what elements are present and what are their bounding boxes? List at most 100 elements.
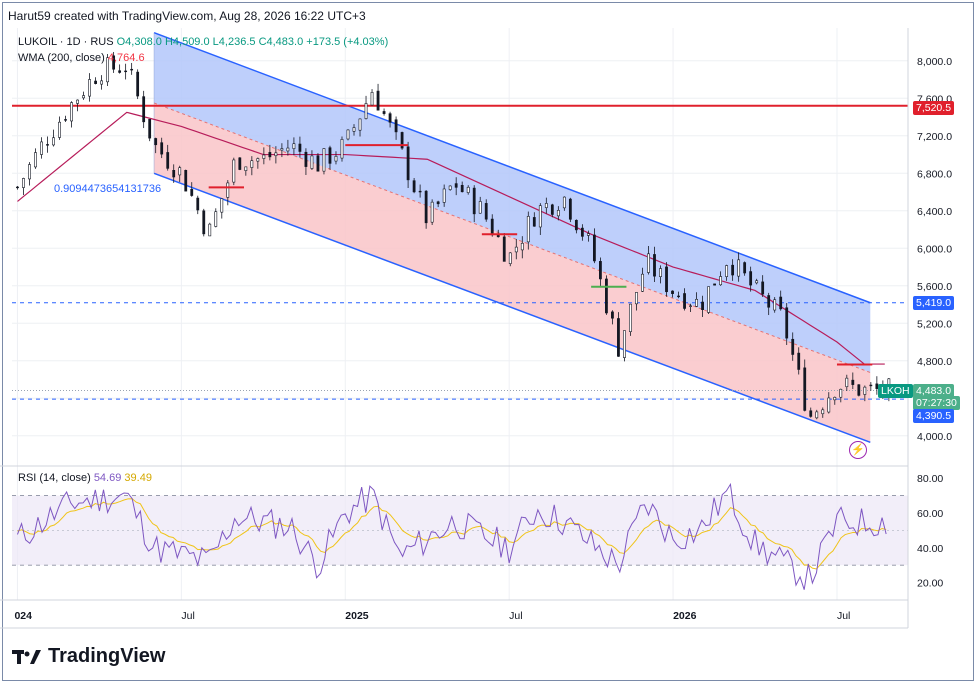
candle-body (148, 118, 152, 139)
candle-body (574, 219, 578, 231)
candle-body (478, 201, 482, 214)
candle-body (827, 397, 831, 413)
candle-body (665, 266, 668, 293)
rsi-tick-label: 40.00 (917, 543, 943, 555)
rsi-tick-label: 80.00 (917, 473, 943, 485)
channel-upper-line (153, 31, 871, 304)
candle-body (586, 233, 590, 236)
candle-body (520, 242, 524, 251)
candle-body (526, 216, 530, 243)
time-tick-label: 024 (14, 610, 32, 622)
candle-body (797, 352, 801, 370)
candle-body (40, 141, 43, 155)
candle-body (274, 152, 278, 157)
ticker-tag: LKOH (878, 384, 913, 398)
candle-body (875, 383, 879, 389)
time-tick-label: Jul (837, 610, 850, 622)
candle-body (767, 295, 771, 308)
candle-body (280, 148, 284, 151)
candle-body (448, 185, 452, 190)
candle-body (460, 184, 464, 193)
rsi-line (16, 482, 887, 590)
candle-body (214, 211, 218, 227)
candle-body (298, 143, 302, 152)
candle-body (412, 180, 416, 193)
candle-body (442, 188, 446, 203)
candle-body (124, 70, 128, 73)
candle-body (112, 55, 116, 70)
candle-body (136, 71, 140, 97)
price-tick-label: 6,400.0 (917, 206, 952, 218)
candle-body (839, 388, 843, 398)
candle-body (430, 201, 434, 223)
rsi-pane (0, 465, 908, 590)
candle-body (310, 155, 314, 169)
regression-channel[interactable] (153, 31, 871, 444)
candle-body (232, 159, 236, 183)
level-segments[interactable] (208, 144, 873, 366)
candle-body (641, 273, 644, 292)
candle-body (761, 281, 765, 295)
horizontal-lines[interactable] (12, 104, 908, 400)
candle-body (550, 204, 554, 215)
candle-body (568, 198, 572, 220)
tradingview-logo: TradingView (12, 645, 165, 668)
rsi-value: 54.69 (93, 472, 122, 484)
candle-body (502, 236, 506, 262)
candle-body (22, 178, 25, 188)
candle-body (154, 138, 158, 146)
candle-body (731, 264, 735, 276)
candle-body (226, 182, 230, 198)
candle-body (16, 186, 19, 189)
candle-body (472, 187, 476, 215)
candle-body (46, 144, 49, 146)
change-value: +173.5 (+4.03%) (306, 36, 389, 48)
time-tick-label: Jul (181, 610, 194, 622)
candle-body (845, 377, 849, 388)
candle-body (514, 246, 518, 253)
candle-body (454, 183, 458, 188)
candle-body (190, 188, 194, 196)
candle-body (713, 283, 716, 286)
credit-text: Harut59 created with TradingView.com, Au… (8, 9, 366, 23)
candle-body (689, 305, 692, 307)
candle-body (76, 99, 79, 104)
candle-body (490, 218, 494, 236)
candle-body (142, 96, 146, 123)
candle-body (544, 203, 548, 208)
candle-body (695, 298, 698, 307)
candle-body (268, 152, 272, 158)
lightning-icon[interactable]: ⚡ (849, 441, 867, 459)
candle-body (238, 157, 242, 170)
candle-body (779, 296, 783, 310)
candle-body (166, 152, 170, 169)
rsi-ma-line (17, 498, 887, 570)
price-tick-label: 6,000.0 (917, 243, 952, 255)
wma-polyline (17, 111, 885, 365)
candle-body (677, 295, 680, 298)
candle-body (352, 127, 356, 132)
candle-body (256, 158, 260, 162)
price-tick-label: 7,200.0 (917, 131, 952, 143)
candle-body (388, 113, 392, 123)
candle-body (833, 396, 837, 401)
candle-body (34, 152, 37, 168)
candle-body (160, 142, 164, 155)
price-tick-label: 6,800.0 (917, 168, 952, 180)
candle-body (532, 217, 536, 227)
candle-body (418, 190, 422, 193)
fib-annotation: 0.9094473654131736 (54, 183, 162, 195)
candle-body (508, 252, 512, 264)
candle-body (322, 148, 326, 172)
candle-body (629, 303, 632, 332)
candle-body (94, 80, 97, 84)
candle-body (436, 201, 440, 205)
candle-body (250, 160, 254, 168)
last-price-tag: 4,483.0 (913, 384, 955, 398)
candle-body (671, 290, 674, 294)
candle-body (809, 410, 813, 417)
candle-body (58, 121, 61, 138)
candle-body (262, 154, 266, 159)
